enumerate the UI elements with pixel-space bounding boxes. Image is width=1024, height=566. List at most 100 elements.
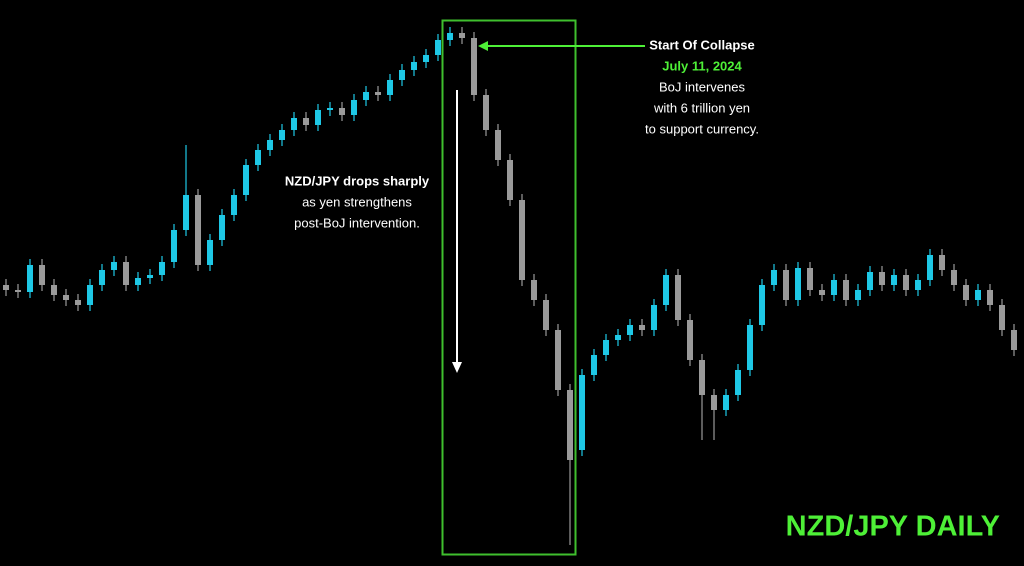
candle-body [567,390,573,460]
candle-body [771,270,777,285]
candle-body [183,195,189,230]
candle-body [315,110,321,125]
candle-body [711,395,717,410]
candle-body [267,140,273,150]
candle-body [63,295,69,300]
candle-body [291,118,297,130]
candle-body [279,130,285,140]
candle-body [3,285,9,290]
candle-body [303,118,309,125]
annotation: BoJ intervenes [659,79,745,94]
candle-body [939,255,945,270]
candle-body [471,38,477,95]
candle-body [699,360,705,395]
candle-body [891,275,897,285]
candle-body [879,272,885,285]
candle-body [15,290,21,292]
candle-body [807,268,813,290]
candle-body [423,55,429,62]
candle-body [351,100,357,115]
candle-body [903,275,909,290]
highlight-box [441,19,577,556]
candle-body [855,290,861,300]
candle-body [675,275,681,320]
candle-body [327,108,333,110]
candle-body [159,262,165,275]
candle-body [927,255,933,280]
candle-body [519,200,525,280]
candle-body [627,325,633,335]
pointer-arrow-head [478,41,488,51]
annotation: as yen strengthens [302,194,412,209]
candle-body [951,270,957,285]
candle-body [195,195,201,265]
candle-body [591,355,597,375]
candle-body [243,165,249,195]
candle-body [123,262,129,285]
candle-body [87,285,93,305]
drop-arrow-head [452,362,462,373]
candle-body [663,275,669,305]
candle-body [75,300,81,305]
candle-body [147,275,153,278]
candle-body [387,80,393,95]
candle-body [411,62,417,70]
candle-body [459,33,465,38]
candle-body [507,160,513,200]
candle-body [171,230,177,262]
candle-body [543,300,549,330]
annotation: Start Of Collapse [649,37,754,52]
candle-body [447,33,453,40]
candle-body [495,130,501,160]
candle-body [207,240,213,265]
candle-body [135,278,141,285]
candles [3,27,1017,545]
chart-title: NZD/JPY DAILY [786,511,1000,543]
candle-body [651,305,657,330]
candle-body [867,272,873,290]
candle-body [747,325,753,370]
annotation: to support currency. [645,121,759,136]
candle-body [579,375,585,450]
candle-body [987,290,993,305]
candle-body [603,340,609,355]
candle-body [399,70,405,80]
annotation: July 11, 2024 [662,58,742,73]
candle-body [555,330,561,390]
candle-body [795,268,801,300]
candle-body [963,285,969,300]
candle-body [915,280,921,290]
candle-body [819,290,825,295]
annotation: with 6 trillion yen [653,100,750,115]
candle-body [363,92,369,100]
candle-body [1011,330,1017,350]
candle-body [843,280,849,300]
candle-body [831,280,837,295]
candle-body [687,320,693,360]
candle-body [339,108,345,115]
candle-body [975,290,981,300]
candle-body [231,195,237,215]
candle-body [999,305,1005,330]
candle-body [783,270,789,300]
candle-body [111,262,117,270]
candle-body [531,280,537,300]
candle-body [483,95,489,130]
candle-body [735,370,741,395]
candle-body [639,325,645,330]
candle-body [219,215,225,240]
candle-body [99,270,105,285]
candle-body [39,265,45,285]
candle-body [723,395,729,410]
annotation: post-BoJ intervention. [294,215,420,230]
candle-body [435,40,441,55]
annotation: NZD/JPY drops sharply [285,173,430,188]
candle-body [27,265,33,292]
candle-body [375,92,381,95]
candle-body [615,335,621,340]
candle-body [255,150,261,165]
candle-body [51,285,57,295]
